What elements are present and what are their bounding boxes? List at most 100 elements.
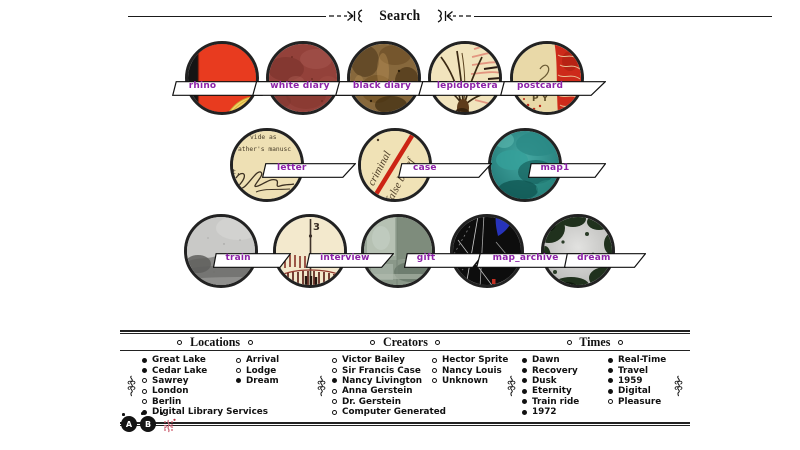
bullet-open-icon xyxy=(142,388,147,394)
facet-item-sawrey[interactable]: Sawrey xyxy=(142,376,236,386)
facet-item-berlin[interactable]: Berlin xyxy=(142,397,236,407)
rule-right xyxy=(473,15,772,17)
gift-image xyxy=(364,217,432,285)
bullet-open-icon xyxy=(332,357,337,363)
bullet-open-icon xyxy=(432,368,437,374)
speck-dot-icon xyxy=(122,413,125,416)
facet-item-pleasure[interactable]: Pleasure xyxy=(608,397,669,407)
scroll-ornament-icon xyxy=(317,375,326,397)
circle-ornament-icon xyxy=(248,339,254,345)
thumb-postcard[interactable]: BRITISH-POS P Y xyxy=(510,41,584,115)
bullet-filled-icon xyxy=(522,368,527,374)
signature-flourish xyxy=(235,171,295,189)
bullet-filled-icon xyxy=(608,388,613,394)
creators-section: Victor Bailey Sir Francis Case Nancy Liv… xyxy=(310,355,508,417)
facet-item-victor-bailey[interactable]: Victor Bailey xyxy=(332,355,432,365)
bullet-open-icon xyxy=(236,368,241,374)
page-title: Search xyxy=(379,7,421,24)
locations-header: Locations xyxy=(120,334,310,350)
thumb-train[interactable] xyxy=(184,214,258,288)
postcard-letters-text: P Y xyxy=(532,94,549,104)
thumb-map-archive[interactable] xyxy=(450,214,524,288)
thumb-rhino[interactable] xyxy=(185,41,259,115)
facet-item-anna-gerstein[interactable]: Anna Gerstein xyxy=(332,386,432,396)
facet-item-lodge[interactable]: Lodge xyxy=(236,365,310,376)
speck-dot-icon xyxy=(160,412,163,415)
tag-case[interactable]: case xyxy=(398,163,492,178)
flourish-left-icon xyxy=(329,9,363,23)
bullet-open-icon xyxy=(142,378,147,384)
facet-item-dusk[interactable]: Dusk xyxy=(522,376,608,386)
facet-item-recovery[interactable]: Recovery xyxy=(522,365,608,376)
tag-gift[interactable]: gift xyxy=(404,253,484,268)
locations-section: Great Lake Cedar Lake Sawrey London Berl… xyxy=(120,355,310,417)
bullet-filled-icon xyxy=(522,388,527,394)
times-header: Times xyxy=(500,334,690,350)
tag-interview[interactable]: interview xyxy=(306,253,394,268)
facet-item-nancy-louis[interactable]: Nancy Louis xyxy=(432,365,502,376)
speck-dot-icon xyxy=(141,412,144,415)
bullet-open-icon xyxy=(432,378,437,384)
bullet-filled-icon xyxy=(608,378,613,384)
facet-item-eternity[interactable]: Eternity xyxy=(522,386,608,396)
black-diary-image xyxy=(350,44,418,112)
facet-item-digital-library-services[interactable]: Digital Library Services xyxy=(142,407,268,417)
facet-item-train-ride[interactable]: Train ride xyxy=(522,397,608,407)
circle-ornament-icon xyxy=(369,339,375,345)
scroll-ornament-icon xyxy=(674,375,683,397)
facet-item-1959[interactable]: 1959 xyxy=(608,376,669,386)
thumb-lepidoptera[interactable] xyxy=(428,41,502,115)
thumb-black-diary[interactable] xyxy=(347,41,421,115)
tag-postcard[interactable]: postcard xyxy=(500,81,606,96)
facet-item-great-lake[interactable]: Great Lake xyxy=(142,355,236,365)
facet-item-travel[interactable]: Travel xyxy=(608,365,669,376)
button-b[interactable]: B xyxy=(140,416,156,432)
circle-ornament-icon xyxy=(176,339,182,345)
facet-item-cedar-lake[interactable]: Cedar Lake xyxy=(142,365,236,376)
bullet-filled-icon xyxy=(142,368,147,374)
bullet-filled-icon xyxy=(142,409,147,415)
rule-left xyxy=(128,15,326,17)
thumb-white-diary[interactable] xyxy=(266,41,340,115)
flourish-right-icon xyxy=(437,9,471,23)
creators-header: Creators xyxy=(310,334,500,350)
thumb-dream[interactable] xyxy=(541,214,615,288)
facet-item-sir-francis-case[interactable]: Sir Francis Case xyxy=(332,365,432,376)
tag-letter[interactable]: letter xyxy=(262,163,356,178)
facet-item-real-time[interactable]: Real-Time xyxy=(608,355,669,365)
bullet-filled-icon xyxy=(142,357,147,363)
facet-item-hector-sprite[interactable]: Hector Sprite xyxy=(432,355,508,365)
facet-item-digital[interactable]: Digital xyxy=(608,386,669,396)
times-section: Dawn Recovery Dusk Eternity Train ride 1… xyxy=(500,355,690,417)
interview-image: 3 xyxy=(276,217,344,285)
facet-item-unknown[interactable]: Unknown xyxy=(432,376,500,386)
train-image xyxy=(187,217,255,285)
facet-item-dream[interactable]: Dream xyxy=(236,376,310,386)
circle-ornament-icon xyxy=(567,339,573,345)
tag-dream[interactable]: dream xyxy=(564,253,646,268)
facet-item-dawn[interactable]: Dawn xyxy=(522,355,608,365)
thumb-interview[interactable]: 3 xyxy=(273,214,347,288)
bullet-filled-icon xyxy=(522,409,527,415)
tag-train[interactable]: train xyxy=(213,253,291,268)
lepidoptera-image xyxy=(431,44,499,112)
bullet-filled-icon xyxy=(608,357,613,363)
thumb-gift[interactable] xyxy=(361,214,435,288)
button-a[interactable]: A xyxy=(121,416,137,432)
facet-item-1972[interactable]: 1972 xyxy=(522,407,608,417)
scroll-ornament-icon xyxy=(507,375,516,397)
bullet-filled-icon xyxy=(522,399,527,405)
facet-item-arrival[interactable]: Arrival xyxy=(236,355,310,365)
bullet-open-icon xyxy=(236,357,241,363)
facet-item-london[interactable]: London xyxy=(142,386,236,396)
facet-item-dr-gerstein[interactable]: Dr. Gerstein xyxy=(332,397,432,407)
tag-map1[interactable]: map1 xyxy=(528,163,606,178)
facet-item-computer-generated[interactable]: Computer Generated xyxy=(332,407,446,417)
letter-text-line1: vide as xyxy=(250,134,277,141)
panel-top-rule xyxy=(120,330,690,334)
interview-number-text: 3 xyxy=(313,222,320,233)
facet-item-nancy-livington[interactable]: Nancy Livington xyxy=(332,376,432,386)
bullet-open-icon xyxy=(332,399,337,405)
bullet-open-icon xyxy=(608,399,613,405)
